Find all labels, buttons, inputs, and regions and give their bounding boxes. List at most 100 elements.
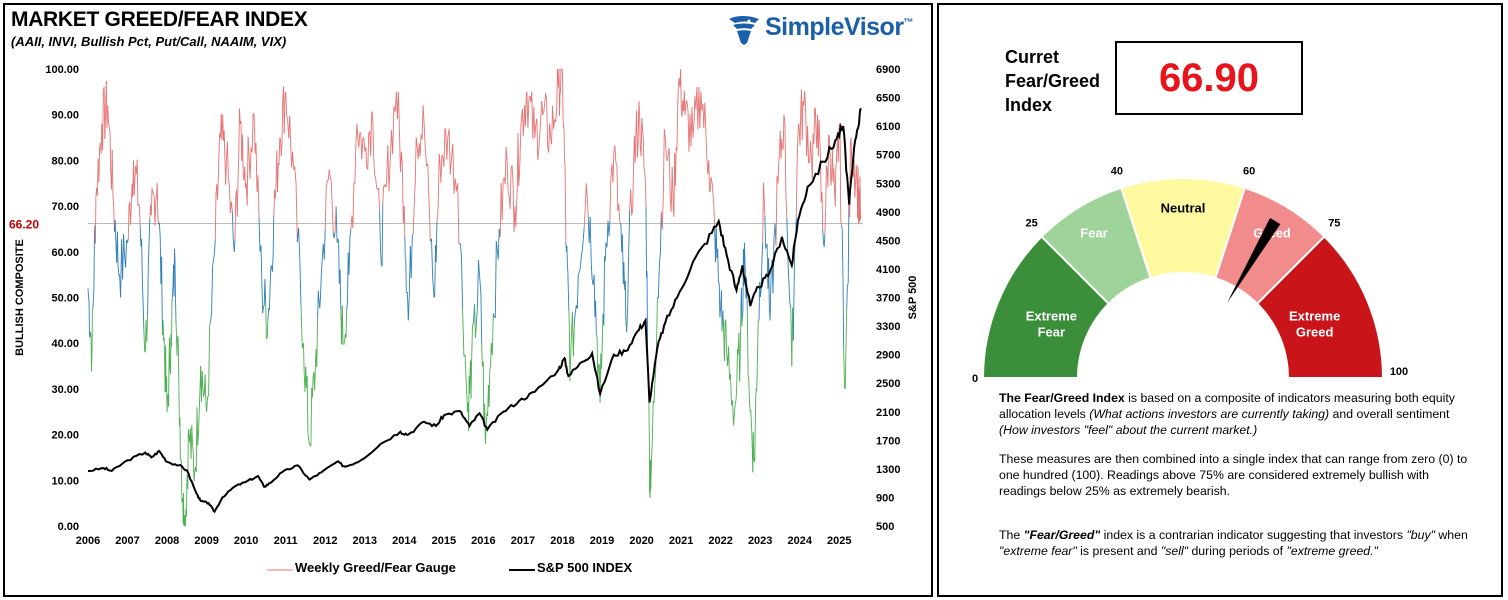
greed-fear-segment bbox=[329, 176, 332, 181]
x-tick-label: 2012 bbox=[313, 535, 337, 547]
greed-fear-segment bbox=[750, 410, 752, 422]
greed-fear-segment bbox=[192, 453, 195, 482]
greed-fear-segment bbox=[266, 337, 268, 340]
greed-fear-segment bbox=[345, 309, 348, 338]
greed-fear-segment bbox=[728, 346, 730, 380]
greed-fear-segment bbox=[423, 123, 426, 149]
greed-fear-segment bbox=[299, 258, 302, 306]
greed-fear-segment bbox=[432, 277, 435, 298]
greed-fear-segment bbox=[204, 374, 207, 405]
greed-fear-segment bbox=[246, 136, 249, 206]
y-tick-label: 90.00 bbox=[51, 110, 79, 122]
greed-fear-segment bbox=[338, 240, 340, 284]
greed-fear-segment bbox=[601, 342, 603, 369]
greed-fear-segment bbox=[422, 105, 425, 124]
greed-fear-segment bbox=[519, 151, 521, 175]
greed-fear-segment bbox=[676, 105, 679, 151]
greed-fear-segment bbox=[517, 133, 520, 186]
greed-fear-segment bbox=[725, 319, 728, 353]
greed-fear-segment bbox=[821, 192, 824, 230]
greed-fear-segment bbox=[537, 149, 540, 161]
greed-fear-segment bbox=[563, 127, 565, 159]
x-tick-label: 2015 bbox=[432, 535, 456, 547]
greed-fear-segment bbox=[650, 461, 652, 490]
greed-fear-segment bbox=[412, 205, 415, 233]
greed-fear-segment bbox=[108, 123, 110, 128]
greed-fear-segment bbox=[431, 238, 434, 279]
greed-fear-segment bbox=[268, 287, 271, 311]
greed-fear-segment bbox=[171, 293, 173, 303]
gauge-segment-label: Fear bbox=[1080, 226, 1107, 241]
greed-fear-segment bbox=[274, 182, 277, 199]
y2-tick-label: 4500 bbox=[876, 235, 900, 247]
greed-fear-segment bbox=[854, 181, 857, 198]
greed-fear-segment bbox=[289, 115, 292, 141]
gauge-panel: Curret Fear/Greed Index 66.90 Extreme Fea… bbox=[937, 3, 1503, 597]
greed-fear-segment bbox=[792, 285, 795, 341]
greed-fear-segment bbox=[623, 262, 625, 281]
greed-fear-segment bbox=[230, 201, 233, 211]
greed-fear-segment bbox=[645, 183, 647, 207]
greed-fear-segment bbox=[136, 159, 139, 206]
greed-fear-segment bbox=[373, 157, 376, 176]
gauge-needle bbox=[1227, 218, 1281, 303]
greed-fear-segment bbox=[553, 119, 556, 129]
greed-fear-segment bbox=[435, 221, 438, 262]
greed-fear-segment bbox=[389, 130, 392, 162]
greed-fear-segment bbox=[234, 195, 237, 240]
greed-fear-segment bbox=[808, 161, 810, 164]
description-paragraph-1: The Fear/Greed Index is based on a compo… bbox=[999, 391, 1455, 437]
greed-fear-segment bbox=[747, 374, 750, 382]
greed-fear-segment bbox=[260, 245, 263, 289]
greed-fear-segment bbox=[308, 440, 310, 444]
legend-greed-swatch bbox=[267, 569, 293, 571]
greed-fear-segment bbox=[193, 471, 196, 482]
greed-fear-segment bbox=[859, 176, 861, 220]
greed-fear-segment bbox=[507, 191, 510, 196]
y2-tick-label: 4900 bbox=[876, 207, 900, 219]
greed-fear-segment bbox=[741, 311, 744, 318]
greed-fear-segment bbox=[481, 343, 483, 367]
y2-tick-label: 6500 bbox=[876, 93, 900, 105]
greed-fear-segment bbox=[765, 244, 767, 249]
greed-fear-segment bbox=[671, 167, 674, 207]
greed-fear-segment bbox=[515, 205, 517, 227]
current-index-value: 66.90 bbox=[1158, 56, 1260, 100]
greed-fear-segment bbox=[222, 114, 224, 141]
greed-fear-segment bbox=[339, 269, 342, 310]
gauge-tick-label: 100 bbox=[1390, 366, 1408, 378]
greed-fear-segment bbox=[642, 129, 644, 139]
y2-tick-label: 900 bbox=[876, 492, 894, 504]
greed-fear-segment bbox=[424, 148, 428, 167]
greed-fear-segment bbox=[586, 195, 589, 217]
greed-fear-segment bbox=[801, 101, 804, 140]
greed-fear-segment bbox=[314, 366, 316, 391]
greed-fear-segment bbox=[179, 417, 181, 461]
greed-fear-segment bbox=[277, 163, 279, 193]
x-tick-label: 2020 bbox=[629, 535, 653, 547]
greed-fear-segment bbox=[185, 481, 188, 517]
greed-fear-segment bbox=[381, 204, 384, 267]
greed-fear-segment bbox=[457, 183, 460, 244]
y2-tick-label: 2500 bbox=[876, 378, 900, 390]
greed-fear-segment bbox=[581, 239, 584, 251]
greed-fear-segment bbox=[407, 295, 410, 321]
greed-fear-segment bbox=[768, 258, 770, 307]
greed-fear-segment bbox=[444, 128, 447, 132]
y2-tick-label: 6100 bbox=[876, 121, 900, 133]
greed-fear-segment bbox=[343, 342, 345, 345]
greed-fear-segment bbox=[840, 221, 842, 226]
greed-fear-segment bbox=[217, 180, 219, 201]
x-tick-label: 2022 bbox=[708, 535, 732, 547]
greed-fear-segment bbox=[542, 112, 545, 115]
greed-fear-segment bbox=[223, 130, 226, 159]
greed-fear-segment bbox=[534, 124, 537, 138]
greed-fear-segment bbox=[228, 184, 231, 214]
greed-fear-segment bbox=[501, 180, 504, 220]
x-tick-label: 2018 bbox=[550, 535, 574, 547]
greed-fear-segment bbox=[810, 141, 813, 161]
greed-fear-segment bbox=[263, 305, 265, 307]
y-tick-label: 70.00 bbox=[51, 201, 79, 213]
greed-fear-segment bbox=[811, 133, 814, 180]
greed-fear-segment bbox=[632, 160, 635, 209]
